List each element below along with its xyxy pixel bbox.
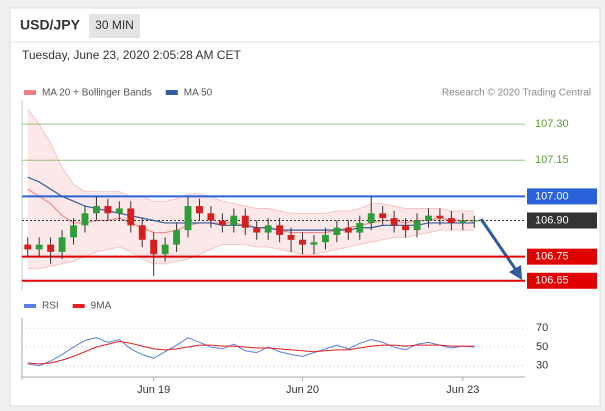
x-tick-label: Jun 20 — [286, 384, 319, 396]
x-tick-label: Jun 23 — [446, 384, 479, 396]
timestamp: Tuesday, June 23, 2020 2:05:28 AM CET — [22, 48, 241, 62]
candle-body — [81, 213, 89, 226]
candle-body — [58, 237, 66, 252]
candle-body — [184, 206, 192, 231]
candle-body — [92, 206, 100, 214]
candle-body — [173, 230, 181, 245]
legend-swatch — [24, 304, 36, 308]
candle-body — [402, 225, 410, 231]
level-label: 107.00 — [535, 190, 569, 202]
x-tick-label: Jun 19 — [137, 384, 170, 396]
candle-body — [24, 244, 32, 250]
candle-body — [115, 208, 123, 214]
candle-body — [321, 234, 329, 243]
candle-body — [425, 215, 432, 221]
level-label: 106.75 — [535, 251, 569, 263]
legend-swatch — [24, 90, 36, 95]
timeframe: 30 MIN — [95, 18, 134, 32]
candle-body — [196, 206, 203, 214]
candle-body — [356, 222, 364, 233]
candle-body — [207, 213, 215, 221]
candle-body — [379, 213, 387, 219]
candle-body — [230, 215, 238, 226]
y-tick-label: 30 — [536, 360, 548, 372]
legend-swatch — [165, 90, 178, 95]
candle-body — [70, 225, 77, 238]
candle-body — [447, 218, 455, 223]
candle-body — [161, 244, 169, 255]
series-line — [27, 340, 475, 365]
candle-body — [436, 215, 444, 219]
candle-body — [333, 227, 341, 235]
y-tick-label: 50 — [536, 341, 548, 353]
level-label: 106.65 — [535, 275, 569, 287]
candle-body — [138, 225, 146, 240]
candle-body — [344, 227, 352, 233]
forecast-arrow — [479, 218, 518, 271]
level-box — [527, 272, 597, 289]
candle-body — [47, 244, 55, 252]
candle-body — [218, 220, 226, 226]
timeframe-box — [89, 14, 140, 38]
bollinger-lower — [27, 229, 475, 270]
level-box — [527, 212, 597, 229]
level-label: 107.30 — [535, 118, 569, 130]
candle-body — [150, 239, 158, 255]
level-label: 107.15 — [535, 154, 569, 166]
candle-body — [127, 208, 135, 226]
candle-body — [276, 225, 284, 235]
legend-label: MA 20 + Bollinger Bands — [42, 88, 152, 99]
candle-body — [470, 220, 478, 222]
bollinger-upper — [27, 109, 475, 214]
candle-body — [459, 220, 467, 223]
y-tick-label: 70 — [536, 322, 548, 334]
candle-body — [413, 220, 421, 231]
legend-swatch — [72, 304, 85, 308]
candle-body — [253, 227, 261, 233]
legend-label: RSI — [42, 301, 59, 312]
arrow-head — [509, 265, 522, 280]
candle-body — [241, 215, 249, 228]
ma50-line — [27, 176, 475, 231]
candle-body — [264, 225, 272, 233]
candle-body — [299, 239, 306, 245]
series-line — [27, 337, 475, 367]
candle-body — [367, 213, 375, 223]
legend-label: 9MA — [91, 301, 112, 312]
candle-body — [287, 234, 295, 240]
candle-body — [310, 242, 318, 245]
level-box — [527, 248, 597, 265]
level-label: 106.90 — [535, 214, 569, 226]
level-box — [527, 188, 597, 205]
source: Research © 2020 Trading Central — [442, 88, 591, 99]
symbol: USD/JPY — [20, 17, 81, 33]
legend-label: MA 50 — [184, 88, 213, 99]
candle-body — [35, 244, 43, 250]
candle-body — [104, 206, 112, 214]
candle-body — [390, 218, 398, 226]
